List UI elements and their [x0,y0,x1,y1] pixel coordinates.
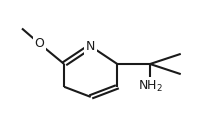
Text: O: O [35,37,44,50]
Text: N: N [86,40,95,53]
Text: NH$_2$: NH$_2$ [138,79,163,94]
Text: O: O [35,37,44,50]
